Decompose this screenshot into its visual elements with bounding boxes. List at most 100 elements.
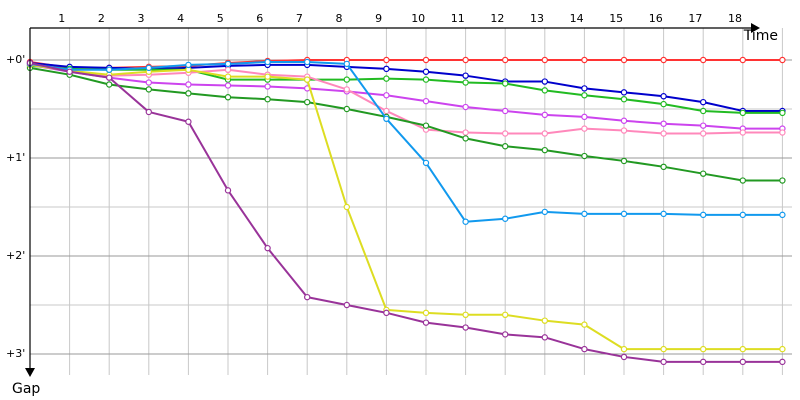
- x-tick-label: 5: [217, 12, 224, 25]
- data-point: [145, 64, 152, 72]
- data-point: [502, 311, 509, 318]
- data-point: [185, 61, 192, 69]
- data-point: [660, 93, 667, 100]
- x-tick-label: 14: [570, 12, 584, 25]
- data-point: [66, 68, 73, 75]
- data-point: [541, 111, 549, 119]
- data-point: [779, 56, 786, 64]
- data-point: [304, 98, 311, 106]
- data-point: [739, 177, 747, 184]
- data-point: [462, 129, 469, 136]
- series-path: [29, 63, 783, 351]
- series-path: [29, 63, 783, 130]
- data-point: [502, 130, 509, 137]
- data-point: [105, 81, 113, 88]
- data-point: [739, 358, 747, 366]
- data-point: [422, 97, 430, 105]
- data-point: [581, 210, 588, 218]
- x-tick-label: 11: [451, 12, 465, 25]
- data-point: [541, 317, 549, 324]
- data-point: [660, 130, 667, 137]
- x-tick-label: 17: [688, 12, 702, 25]
- data-point: [462, 135, 469, 142]
- data-point: [660, 358, 667, 366]
- data-point: [620, 345, 628, 353]
- data-point: [581, 345, 588, 353]
- data-point: [620, 157, 628, 165]
- data-point: [620, 210, 628, 218]
- data-point: [700, 56, 707, 64]
- x-axis-title: Time: [743, 28, 778, 44]
- x-tick-labels: 1 2 3 4 5 6 7 8 9 10 11 12 13 14 15 16 17 18: [58, 12, 742, 25]
- data-point: [700, 170, 707, 177]
- data-point: [700, 130, 707, 137]
- data-point: [343, 86, 350, 93]
- data-point: [620, 353, 628, 361]
- data-point: [383, 92, 390, 99]
- data-point: [660, 210, 667, 218]
- series-line: [26, 64, 786, 184]
- data-point: [304, 293, 311, 301]
- data-point: [779, 129, 786, 136]
- data-point: [620, 127, 628, 134]
- data-point: [462, 56, 469, 64]
- data-point: [264, 83, 271, 90]
- x-tick-label: 12: [490, 12, 504, 25]
- data-point: [422, 76, 430, 83]
- data-point: [383, 56, 390, 64]
- x-tick-label: 7: [296, 12, 303, 25]
- data-point: [739, 109, 747, 117]
- data-point: [185, 90, 192, 97]
- data-point: [541, 130, 549, 137]
- data-point: [541, 208, 549, 216]
- data-point: [343, 76, 350, 83]
- data-point: [581, 56, 588, 64]
- data-point: [541, 56, 549, 64]
- x-tick-label: 6: [256, 12, 263, 25]
- data-point: [581, 125, 588, 132]
- data-point: [224, 60, 232, 68]
- x-tick-label: 3: [138, 12, 145, 25]
- data-point: [185, 81, 192, 88]
- data-point: [502, 143, 509, 150]
- x-tick-label: 8: [336, 12, 343, 25]
- data-point: [145, 79, 152, 86]
- data-point: [304, 76, 311, 83]
- y-tick-label: +1': [6, 151, 25, 164]
- data-point: [264, 73, 271, 80]
- data-point: [541, 146, 549, 154]
- data-point: [422, 68, 430, 75]
- data-point: [700, 107, 707, 115]
- data-point: [343, 105, 350, 113]
- axes: [25, 23, 760, 377]
- data-point: [462, 79, 469, 86]
- data-point: [422, 56, 430, 64]
- data-point: [422, 309, 430, 317]
- data-point: [224, 82, 232, 89]
- data-point: [304, 58, 311, 66]
- data-point: [739, 56, 747, 64]
- data-point: [779, 177, 786, 184]
- data-point: [739, 345, 747, 353]
- data-point: [224, 66, 232, 74]
- series-path: [29, 64, 783, 114]
- data-point: [581, 92, 588, 99]
- data-point: [145, 108, 152, 116]
- x-tick-label: 9: [375, 12, 382, 25]
- x-axis-arrow: [751, 23, 760, 33]
- y-axis-title: Gap: [12, 381, 40, 397]
- data-point: [502, 331, 509, 338]
- y-tick-label: +3': [6, 347, 25, 360]
- data-point: [462, 103, 469, 111]
- data-point: [541, 78, 549, 85]
- data-point: [620, 95, 628, 103]
- data-point: [224, 73, 232, 80]
- data-point: [739, 211, 747, 219]
- data-point: [779, 345, 786, 353]
- data-point: [541, 334, 549, 341]
- series-path: [29, 66, 783, 182]
- data-point: [383, 75, 390, 82]
- y-tick-labels: +0' +1' +2' +3': [6, 53, 25, 360]
- x-tick-label: 18: [728, 12, 742, 25]
